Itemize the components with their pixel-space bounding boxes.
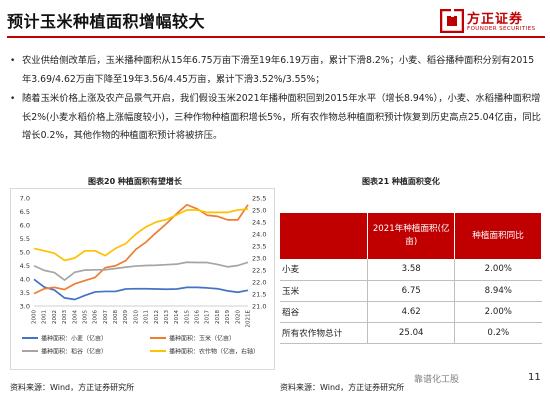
x-tick-label: 2009 bbox=[123, 310, 129, 324]
x-tick-label: 2018 bbox=[215, 310, 221, 324]
table-row: 所有农作物总计 25.04 0.2% bbox=[280, 322, 542, 344]
y-right-tick-label: 25.5 bbox=[252, 195, 266, 203]
header-rule bbox=[7, 36, 545, 38]
table-cell-crop: 小麦 bbox=[280, 259, 368, 281]
series-line-2 bbox=[33, 261, 249, 281]
chart-frame bbox=[10, 188, 275, 370]
x-tick-label: 2016 bbox=[195, 310, 201, 324]
table-cell-crop: 所有农作物总计 bbox=[280, 322, 368, 344]
bullet-list: • 农业供给侧改革后，玉米播种面积从15年6.75万亩下滑至19年6.19万亩，… bbox=[8, 52, 543, 147]
x-tick-label: 2019 bbox=[225, 310, 231, 324]
table-cell-area: 4.62 bbox=[367, 301, 455, 323]
y-right-tick-label: 24.5 bbox=[252, 219, 266, 227]
x-tick-label: 2015 bbox=[184, 310, 190, 324]
bullet-dot-icon: • bbox=[10, 94, 16, 104]
x-tick-label: 2002 bbox=[52, 310, 58, 324]
y-left-tick-label: 7.0 bbox=[20, 195, 30, 203]
series-line-0 bbox=[33, 278, 249, 301]
page-number: 11 bbox=[528, 372, 541, 383]
table-cell-yoy: 0.2% bbox=[454, 322, 542, 344]
bullet-item: • 随着玉米价格上涨及农产品景气开启，我们假设玉米2021年播种面积回到2015… bbox=[8, 90, 543, 146]
bullet-text: 农业供给侧改革后，玉米播种面积从15年6.75万亩下滑至19年6.19万亩，累计… bbox=[22, 55, 535, 85]
legend-label: 播种面积：农作物（亿亩，右轴） bbox=[169, 347, 259, 355]
table-row: 小麦 3.58 2.00% bbox=[280, 259, 542, 281]
x-tick-label: 2010 bbox=[133, 310, 139, 324]
chart20-container: 3.0 3.5 4.0 4.5 5.0 5.5 6.0 6.5 7.0 21.0 21.5 22.0 2… bbox=[10, 188, 275, 370]
y-right-tick-label: 25.0 bbox=[252, 207, 266, 215]
slide-title: 预计玉米种植面积增幅较大 bbox=[7, 12, 206, 31]
table-cell-crop: 稻谷 bbox=[280, 301, 368, 323]
table-row: 稻谷 4.62 2.00% bbox=[280, 301, 542, 323]
table21-title: 图表21 种植面积变化 bbox=[362, 177, 440, 186]
x-tick-label: 2012 bbox=[154, 310, 160, 324]
table-row: 玉米 6.75 8.94% bbox=[280, 280, 542, 302]
x-tick-label: 2000 bbox=[32, 310, 38, 324]
x-tick-label: 2008 bbox=[113, 310, 119, 324]
x-tick-label: 2003 bbox=[62, 310, 68, 324]
bullet-dot-icon: • bbox=[10, 56, 16, 66]
table-cell-crop: 玉米 bbox=[280, 280, 368, 302]
y-right-tick-label: 23.0 bbox=[252, 255, 266, 263]
founder-securities-logo: 方正证券 FOUNDER SECURITIES bbox=[440, 8, 545, 36]
y-right-tick-label: 22.5 bbox=[252, 267, 266, 275]
y-right-tick-label: 24.0 bbox=[252, 231, 266, 239]
x-tick-label: 2004 bbox=[72, 310, 78, 324]
chart20-source: 资料来源：Wind，方正证券研究所 bbox=[10, 383, 135, 392]
series-line-3 bbox=[33, 208, 249, 262]
y-left-tick-label: 6.5 bbox=[20, 208, 30, 216]
x-tick-label: 2021E bbox=[246, 309, 252, 327]
y-left-tick-label: 4.0 bbox=[20, 276, 30, 284]
table-header-cell: 种植面积同比 bbox=[454, 213, 542, 259]
series-line-1 bbox=[33, 203, 249, 295]
x-tick-label: 2013 bbox=[164, 310, 170, 324]
x-tick-label: 2014 bbox=[174, 310, 180, 324]
y-right-tick-label: 21.5 bbox=[252, 291, 266, 299]
chart20-title: 图表20 种植面积有望增长 bbox=[88, 177, 182, 186]
area-change-table: 2021年种植面积(亿亩) 种植面积同比 小麦 3.58 2.00% 玉米 6.… bbox=[280, 213, 542, 344]
table21-container: 2021年种植面积(亿亩) 种植面积同比 小麦 3.58 2.00% 玉米 6.… bbox=[280, 213, 542, 344]
logo-text-cn: 方正证券 bbox=[467, 12, 524, 27]
x-tick-label: 2005 bbox=[82, 310, 88, 324]
logo-mark-icon bbox=[440, 9, 464, 33]
y-right-tick-label: 22.0 bbox=[252, 279, 266, 287]
y-left-tick-label: 5.5 bbox=[20, 235, 30, 243]
logo-text-en: FOUNDER SECURITIES bbox=[467, 26, 536, 32]
bullet-text: 随着玉米价格上涨及农产品景气开启，我们假设玉米2021年播种面积回到2015年水… bbox=[22, 93, 541, 141]
x-tick-label: 2001 bbox=[42, 310, 48, 324]
y-left-tick-label: 6.0 bbox=[20, 222, 30, 230]
table-cell-yoy: 2.00% bbox=[454, 259, 542, 281]
bullet-item: • 农业供给侧改革后，玉米播种面积从15年6.75万亩下滑至19年6.19万亩，… bbox=[8, 52, 543, 89]
table-header-row: 2021年种植面积(亿亩) 种植面积同比 bbox=[280, 213, 542, 259]
y-left-tick-label: 3.0 bbox=[20, 303, 30, 311]
table21-source: 资料来源：Wind，方正证券研究所 bbox=[280, 383, 405, 392]
y-right-tick-label: 23.5 bbox=[252, 243, 266, 251]
legend-label: 播种面积：稻谷（亿亩） bbox=[41, 347, 107, 355]
x-tick-label: 2011 bbox=[144, 310, 150, 324]
x-tick-label: 2007 bbox=[103, 310, 109, 324]
y-left-tick-label: 5.0 bbox=[20, 249, 30, 257]
table-cell-yoy: 8.94% bbox=[454, 280, 542, 302]
table-cell-yoy: 2.00% bbox=[454, 301, 542, 323]
table-cell-area: 3.58 bbox=[367, 259, 455, 281]
y-left-tick-label: 4.5 bbox=[20, 262, 30, 270]
legend-label: 播种面积：玉米（亿亩） bbox=[169, 334, 235, 342]
x-tick-label: 2020 bbox=[235, 310, 241, 324]
table-cell-area: 6.75 bbox=[367, 280, 455, 302]
x-tick-label: 2006 bbox=[93, 310, 99, 324]
area-line-chart: 3.0 3.5 4.0 4.5 5.0 5.5 6.0 6.5 7.0 21.0 21.5 22.0 2… bbox=[10, 188, 275, 370]
table-cell-area: 25.04 bbox=[367, 322, 455, 344]
y-right-tick-label: 21.0 bbox=[252, 303, 266, 311]
legend-label: 播种面积：小麦（亿亩） bbox=[41, 334, 107, 342]
slide-header: 预计玉米种植面积增幅较大 方正证券 FOUNDER SECURITIES bbox=[0, 0, 550, 46]
table-header-cell bbox=[280, 213, 369, 259]
watermark-text: 靠谱化工股 bbox=[414, 375, 460, 385]
x-tick-label: 2017 bbox=[205, 310, 211, 324]
y-left-tick-label: 3.5 bbox=[20, 289, 30, 297]
table-header-cell: 2021年种植面积(亿亩) bbox=[367, 213, 456, 259]
